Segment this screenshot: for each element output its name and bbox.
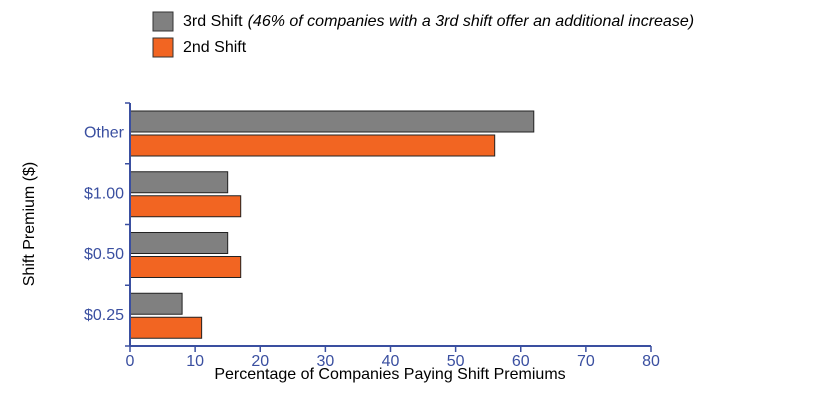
x-tick-label: 10 [186, 353, 204, 370]
y-tick-label: $0.50 [84, 246, 124, 263]
x-tick-label: 70 [577, 353, 595, 370]
x-tick-label: 20 [251, 353, 269, 370]
x-tick-label: 80 [642, 353, 660, 370]
bar [129, 292, 183, 315]
legend-label: 3rd Shift (46% of companies with a 3rd sh… [183, 13, 694, 30]
y-tick-label: Other [84, 125, 125, 142]
legend-label: 2nd Shift [183, 39, 247, 56]
x-axis-label: Percentage of Companies Paying Shift Pre… [214, 366, 565, 383]
y-tick-label: $0.25 [84, 307, 124, 324]
bar [129, 110, 535, 133]
legend-swatch [152, 11, 174, 32]
y-axis-label: Shift Premium ($) [21, 162, 38, 286]
bar [129, 316, 203, 339]
x-tick-label: 60 [512, 353, 530, 370]
y-tick-label: $1.00 [84, 185, 124, 202]
legend-name: 2nd Shift [183, 39, 247, 56]
x-tick-label: 40 [382, 353, 400, 370]
bar [129, 256, 242, 278]
legend-swatch [152, 37, 174, 58]
bar [129, 171, 229, 194]
x-tick-label: 30 [316, 353, 334, 370]
legend-note: (46% of companies with a 3rd shift offer… [248, 13, 694, 30]
bar [129, 134, 496, 157]
legend-name: 3rd Shift [183, 13, 243, 30]
x-tick-label: 0 [126, 353, 135, 370]
bar [129, 195, 242, 218]
bar [129, 232, 229, 254]
x-tick-label: 50 [447, 353, 465, 370]
